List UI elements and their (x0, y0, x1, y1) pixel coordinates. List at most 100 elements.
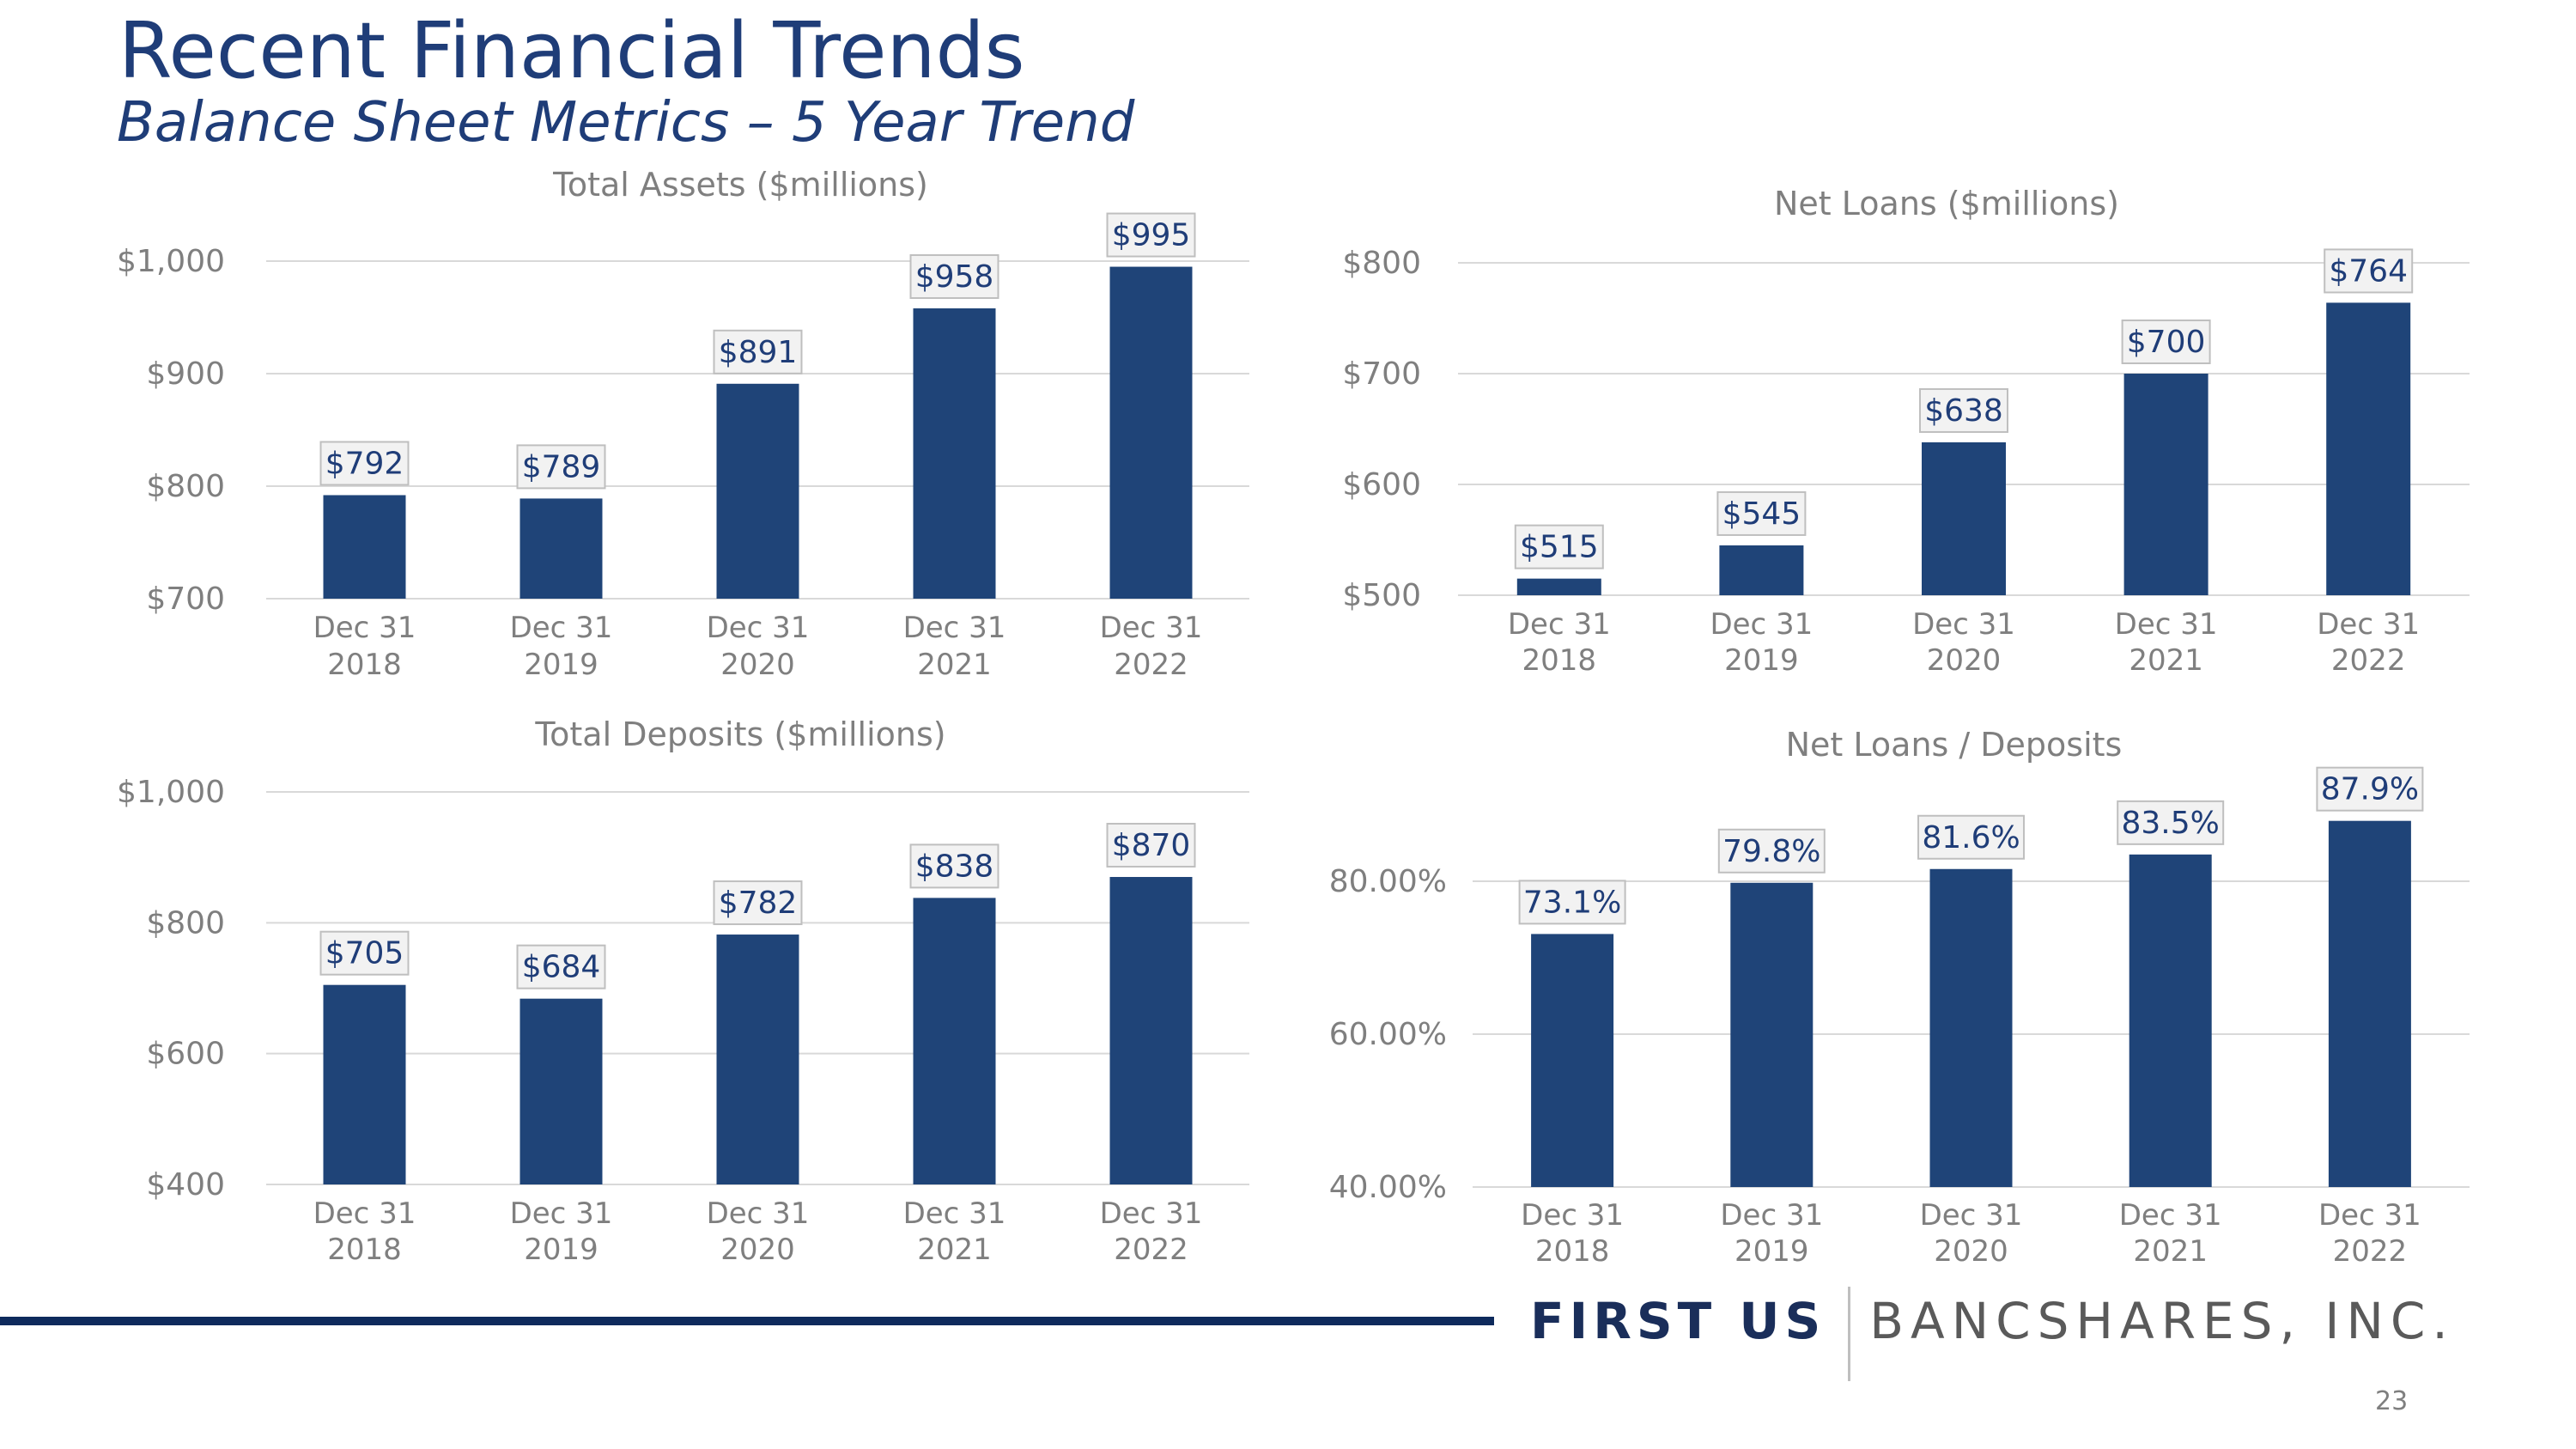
data-label: $638 (1924, 393, 2003, 429)
data-label: $764 (2329, 253, 2408, 289)
data-label: 73.1% (1523, 885, 1621, 920)
data-label-box (2117, 800, 2225, 845)
data-label-box (1106, 212, 1196, 258)
data-label: $705 (325, 936, 404, 971)
y-tick-label: $600 (146, 1037, 225, 1072)
category-year-label: 2019 (1724, 643, 1799, 678)
category-year-label: 2020 (1934, 1234, 2008, 1269)
category-year-label: 2019 (524, 648, 598, 682)
data-label-box (516, 444, 606, 490)
y-tick-label: $1,000 (117, 244, 225, 279)
data-label: 79.8% (1722, 834, 1820, 869)
y-tick-label: $800 (1342, 246, 1421, 281)
category-label: Dec 31 (510, 611, 613, 645)
data-label: $995 (1112, 218, 1191, 253)
net-loans-chart: Net Loans ($millions) $500 $600 $700 $800 $51… (1288, 180, 2576, 696)
bar (1516, 578, 1601, 595)
category-label: Dec 31 (1912, 607, 2015, 642)
category-label: Dec 31 (1508, 607, 1611, 642)
chart-svg: Total Assets ($millions) $700 $800 $900 $1,0… (117, 166, 1249, 682)
y-tick-label: $900 (146, 356, 225, 392)
data-label-box (1106, 823, 1196, 868)
page-title: Recent Financial Trends (118, 6, 1025, 96)
data-label: $700 (2127, 325, 2206, 360)
total-deposits-chart: Total Deposits ($millions) $400 $600 $800 $1… (0, 713, 1271, 1280)
data-label-box (516, 944, 606, 989)
data-label: $891 (719, 335, 798, 370)
net-loans-to-deposits-chart: Net Loans / Deposits 40.00% 60.00% 80.00% 73… (1288, 721, 2576, 1288)
category-year-label: 2022 (2333, 1234, 2408, 1269)
category-label: Dec 31 (1720, 1198, 1823, 1233)
category-label: Dec 31 (510, 1196, 613, 1231)
category-label: Dec 31 (2318, 1198, 2421, 1233)
logo-first-us: FIRST US (1530, 1292, 1826, 1350)
data-label: $870 (1112, 828, 1191, 863)
y-tick-label: 40.00% (1329, 1170, 1447, 1205)
data-label-box (1716, 490, 1807, 536)
bar (913, 308, 996, 599)
data-label: $838 (915, 849, 994, 884)
bar (1730, 882, 1814, 1187)
data-label: $684 (522, 950, 601, 985)
bar (519, 998, 603, 1184)
bar (1922, 441, 2006, 595)
category-year-label: 2022 (1114, 1233, 1188, 1267)
data-label: $789 (522, 449, 601, 484)
category-year-label: 2019 (1735, 1234, 1809, 1269)
category-label: Dec 31 (1521, 1198, 1624, 1233)
bar (2326, 302, 2411, 595)
data-label: $515 (1520, 530, 1599, 565)
data-label: $792 (325, 446, 404, 481)
bar (2328, 820, 2411, 1187)
category-year-label: 2021 (917, 1233, 992, 1267)
category-label: Dec 31 (1710, 607, 1813, 642)
data-label-box (1919, 387, 2008, 433)
footer-rule (0, 1317, 1494, 1325)
category-year-label: 2018 (327, 648, 402, 682)
chart-title: Net Loans / Deposits (1786, 726, 2123, 764)
bar (716, 935, 799, 1184)
bar (323, 495, 406, 599)
category-year-label: 2022 (2331, 643, 2406, 678)
category-label: Dec 31 (313, 611, 416, 645)
data-label-box (1514, 524, 1604, 569)
bar (2123, 374, 2208, 595)
category-year-label: 2020 (720, 1233, 795, 1267)
category-label: Dec 31 (1920, 1198, 2023, 1233)
y-tick-label: $700 (146, 581, 225, 617)
data-label-box (2121, 320, 2211, 364)
y-tick-label: $800 (146, 905, 225, 941)
company-logo: FIRST US BANCSHARES, INC. (1530, 1287, 2455, 1390)
logo-divider (1848, 1287, 1851, 1381)
data-label-box (2316, 766, 2424, 812)
category-year-label: 2018 (1522, 643, 1597, 678)
y-tick-label: $500 (1342, 578, 1421, 613)
bar (2129, 854, 2212, 1187)
category-label: Dec 31 (2115, 607, 2218, 642)
bar (716, 383, 799, 599)
y-tick-label: $800 (146, 469, 225, 504)
page-subtitle: Balance Sheet Metrics – 5 Year Trend (117, 91, 1135, 155)
bar (1719, 545, 1804, 595)
data-label: $782 (719, 886, 798, 921)
chart-title: Total Deposits ($millions) (534, 715, 945, 753)
y-tick-label: 80.00% (1329, 864, 1447, 899)
category-label: Dec 31 (2119, 1198, 2222, 1233)
data-label: 81.6% (1922, 820, 2020, 855)
logo-bancshares: BANCSHARES, INC. (1869, 1292, 2455, 1350)
data-label: $958 (915, 259, 994, 295)
category-year-label: 2021 (917, 648, 992, 682)
category-label: Dec 31 (313, 1196, 416, 1231)
y-tick-label: $600 (1342, 467, 1421, 502)
data-label-box (1717, 828, 1826, 874)
category-year-label: 2018 (1535, 1234, 1610, 1269)
chart-svg: Net Loans ($millions) $500 $600 $700 $800 $51… (1342, 185, 2470, 678)
data-label-box (2324, 248, 2414, 294)
bar (323, 984, 406, 1184)
data-label: 87.9% (2321, 772, 2419, 807)
category-year-label: 2020 (720, 648, 795, 682)
category-label: Dec 31 (707, 1196, 810, 1231)
category-year-label: 2019 (524, 1233, 598, 1267)
data-label-box (909, 254, 999, 300)
category-year-label: 2020 (1927, 643, 2002, 678)
